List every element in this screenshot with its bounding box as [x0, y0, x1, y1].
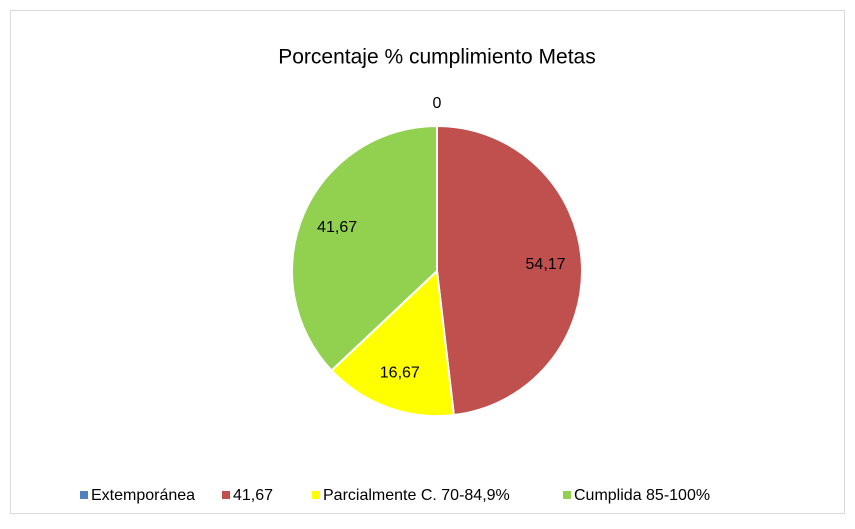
legend-marker — [563, 491, 571, 499]
legend-marker — [222, 491, 230, 499]
legend-label: Extemporánea — [91, 487, 195, 504]
legend-marker — [80, 491, 88, 499]
legend-label: Cumplida 85-100% — [574, 487, 710, 504]
chart-title: Porcentaje % cumplimiento Metas — [278, 46, 595, 69]
pie-slice — [291, 124, 438, 372]
data-label: 0 — [433, 95, 442, 112]
legend-marker — [312, 491, 320, 499]
legend-label: 41,67 — [233, 487, 273, 504]
data-label: 54,17 — [526, 256, 566, 273]
data-label: 16,67 — [380, 364, 420, 381]
pie-slice — [436, 124, 583, 417]
data-label: 41,67 — [317, 219, 357, 236]
pie-slice — [330, 268, 455, 417]
legend-label: Parcialmente C. 70-84,9% — [323, 487, 510, 504]
